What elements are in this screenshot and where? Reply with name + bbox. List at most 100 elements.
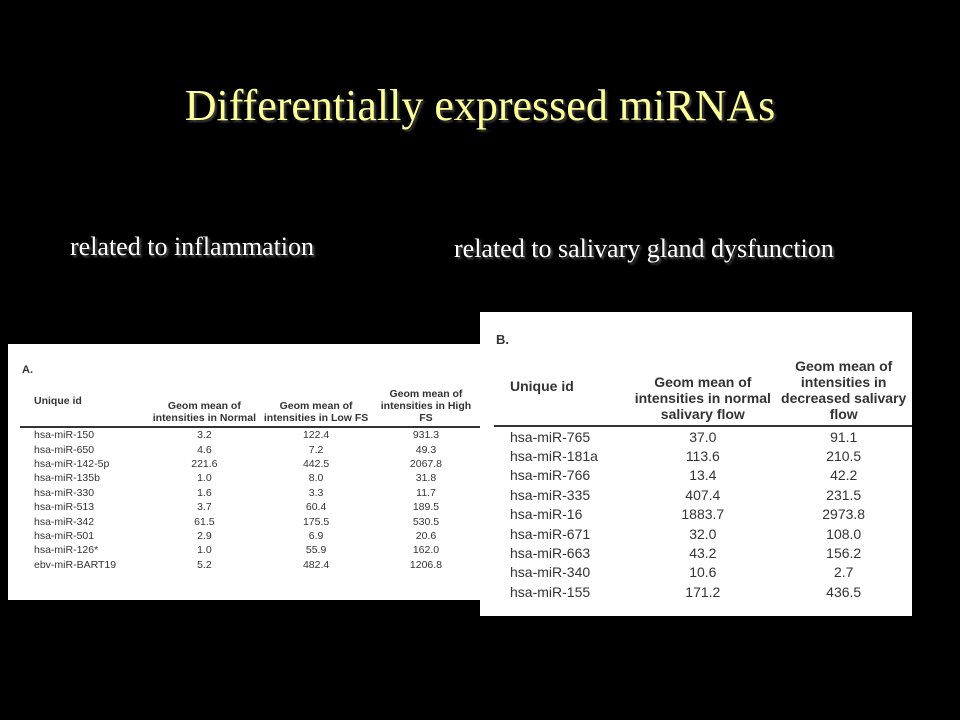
table-a-cell-value: 8.0 — [308, 472, 324, 485]
table-b-cell-value: 407.4 — [685, 486, 721, 503]
subtitle-salivary-dysfunction: related to salivary gland dysfunction — [454, 234, 834, 263]
table-b-cell-id: hsa-miR-663 — [510, 545, 591, 562]
table-b-cell-id: hsa-miR-181a — [510, 448, 598, 465]
table-a-cell-value: 189.5 — [412, 501, 440, 514]
table-a-header-high-fs: Geom mean of intensities in High FS — [380, 387, 472, 424]
table-b-row: hsa-miR-766 13.4 42.2 — [494, 466, 912, 485]
table-b-cell-value: 436.5 — [826, 583, 862, 600]
table-a-row: hsa-miR-135b 1.0 8.0 31.8 — [20, 471, 480, 485]
table-b-cell-id: hsa-miR-340 — [510, 564, 591, 581]
table-a-cell-value: 31.8 — [415, 472, 437, 485]
table-a-cell-id: hsa-miR-126* — [34, 544, 99, 557]
slide-title: Differentially expressed miRNAs — [184, 81, 776, 130]
table-b-header-id: Unique id — [510, 377, 574, 394]
table-a-cell-value: 7.2 — [308, 443, 324, 456]
table-b-cell-value: 91.1 — [830, 428, 858, 445]
table-b-cell-value: 43.2 — [689, 545, 717, 562]
table-a-row: ebv-miR-BART19 5.2 482.4 1206.8 — [20, 558, 480, 572]
table-a-cell-value: 3.7 — [197, 501, 212, 514]
table-b-cell-id: hsa-miR-671 — [510, 525, 591, 542]
table-a-label: A. — [22, 364, 33, 376]
table-b-cell-value: 156.2 — [826, 545, 862, 562]
table-a-cell-id: hsa-miR-513 — [34, 501, 95, 514]
table-b-cell-id: hsa-miR-335 — [510, 486, 591, 503]
table-b-cell-value: 113.6 — [685, 448, 720, 465]
table-a-cell-id: hsa-miR-650 — [34, 443, 95, 456]
table-a-cell-id: hsa-miR-330 — [34, 486, 95, 499]
table-b-cell-value: 2973.8 — [822, 506, 866, 523]
table-a-row: hsa-miR-342 61.5 175.5 530.5 — [20, 514, 480, 528]
table-a-header-row: Unique id Geom mean of intensities in No… — [20, 378, 480, 427]
table-b: Unique id Geom mean of intensities in no… — [494, 350, 912, 602]
table-b-cell-value: 171.2 — [685, 583, 721, 600]
table-a-cell-value: 2067.8 — [409, 457, 443, 470]
table-a-panel: A. Unique id Geom mean of intensities in… — [8, 344, 480, 600]
table-b-row: hsa-miR-671 32.0 108.0 — [494, 524, 912, 543]
table-a-header-low-fs: Geom mean of intensities in Low FS — [263, 399, 369, 424]
table-b-body: hsa-miR-765 37.0 91.1 hsa-miR-181a 113.6 210.… — [494, 426, 912, 602]
table-a-cell-id: hsa-miR-135b — [34, 472, 100, 485]
table-a-row: hsa-miR-126* 1.0 55.9 162.0 — [20, 543, 480, 557]
table-a-cell-value: 1.6 — [197, 486, 212, 499]
table-b-header-row: Unique id Geom mean of intensities in no… — [494, 350, 912, 426]
table-a-cell-value: 49.3 — [415, 443, 437, 456]
table-a-cell-value: 55.9 — [305, 544, 327, 557]
table-b-cell-value: 2.7 — [833, 564, 854, 581]
table-a-cell-value: 3.2 — [197, 429, 212, 442]
table-a-cell-value: 4.6 — [197, 443, 212, 456]
table-a-cell-value: 482.4 — [302, 558, 330, 571]
subtitle-inflammation: related to inflammation — [70, 232, 315, 261]
table-a-cell-value: 20.6 — [415, 529, 437, 542]
table-a-cell-value: 3.3 — [308, 486, 324, 499]
table-b-cell-id: hsa-miR-765 — [510, 428, 591, 445]
table-a-row: hsa-miR-150 3.2 122.4 931.3 — [20, 427, 480, 442]
table-a-cell-value: 1.0 — [197, 544, 212, 557]
table-b-cell-id: hsa-miR-155 — [510, 583, 591, 600]
table-a-cell-value: 60.4 — [305, 501, 327, 514]
table-a-cell-value: 162.0 — [412, 544, 440, 557]
table-b-header-decreased-flow: Geom mean of intensities in decreased sa… — [781, 357, 907, 422]
table-a-body: hsa-miR-150 3.2 122.4 931.3 hsa-miR-650 4.6 7.… — [20, 427, 480, 572]
table-a-cell-value: 442.5 — [302, 457, 330, 470]
table-a-row: hsa-miR-513 3.7 60.4 189.5 — [20, 500, 480, 514]
table-a-cell-value: 1.0 — [197, 472, 212, 485]
table-a-row: hsa-miR-142-5p 221.6 442.5 2067.8 — [20, 457, 480, 471]
table-b-cell-value: 13.4 — [689, 467, 717, 484]
table-b-cell-value: 37.0 — [689, 428, 717, 445]
table-a-row: hsa-miR-650 4.6 7.2 49.3 — [20, 442, 480, 456]
table-b-row: hsa-miR-16 1883.7 2973.8 — [494, 505, 912, 524]
table-b-cell-value: 108.0 — [826, 525, 862, 542]
table-b-header-normal-flow: Geom mean of intensities in normal saliv… — [634, 373, 771, 422]
table-b-cell-value: 210.5 — [826, 448, 862, 465]
table-a-cell-value: 530.5 — [412, 515, 440, 528]
table-a-header-id: Unique id — [34, 394, 82, 407]
table-b-row: hsa-miR-181a 113.6 210.5 — [494, 446, 912, 465]
table-b-cell-value: 231.5 — [826, 486, 862, 503]
table-a-row: hsa-miR-501 2.9 6.9 20.6 — [20, 529, 480, 543]
table-b-cell-value: 42.2 — [830, 467, 858, 484]
table-a-cell-value: 1206.8 — [409, 558, 443, 571]
table-a-cell-value: 175.5 — [302, 515, 330, 528]
table-a-cell-value: 931.3 — [412, 429, 440, 442]
table-b-cell-id: hsa-miR-16 — [510, 506, 583, 523]
table-a: Unique id Geom mean of intensities in No… — [20, 378, 480, 572]
table-a-cell-id: ebv-miR-BART19 — [34, 558, 117, 571]
table-a-cell-value: 61.5 — [194, 515, 215, 528]
table-a-cell-id: hsa-miR-342 — [34, 515, 95, 528]
table-a-header-normal: Geom mean of intensities in Normal — [152, 399, 257, 424]
table-a-cell-id: hsa-miR-150 — [34, 429, 95, 442]
table-a-cell-value: 122.4 — [302, 429, 330, 442]
table-a-cell-value: 6.9 — [308, 529, 324, 542]
table-b-row: hsa-miR-765 37.0 91.1 — [494, 426, 912, 446]
table-b-cell-value: 1883.7 — [681, 506, 725, 523]
table-b-row: hsa-miR-155 171.2 436.5 — [494, 582, 912, 601]
table-b-row: hsa-miR-335 407.4 231.5 — [494, 485, 912, 504]
table-b-label: B. — [496, 332, 509, 347]
table-b-row: hsa-miR-340 10.6 2.7 — [494, 563, 912, 582]
table-a-row: hsa-miR-330 1.6 3.3 11.7 — [20, 486, 480, 500]
table-b-cell-value: 32.0 — [689, 525, 717, 542]
table-a-cell-id: hsa-miR-142-5p — [34, 457, 110, 470]
table-b-cell-value: 10.6 — [689, 564, 717, 581]
table-a-cell-value: 11.7 — [416, 486, 436, 499]
table-b-panel: B. Unique id Geom mean of intensities in… — [480, 312, 912, 616]
